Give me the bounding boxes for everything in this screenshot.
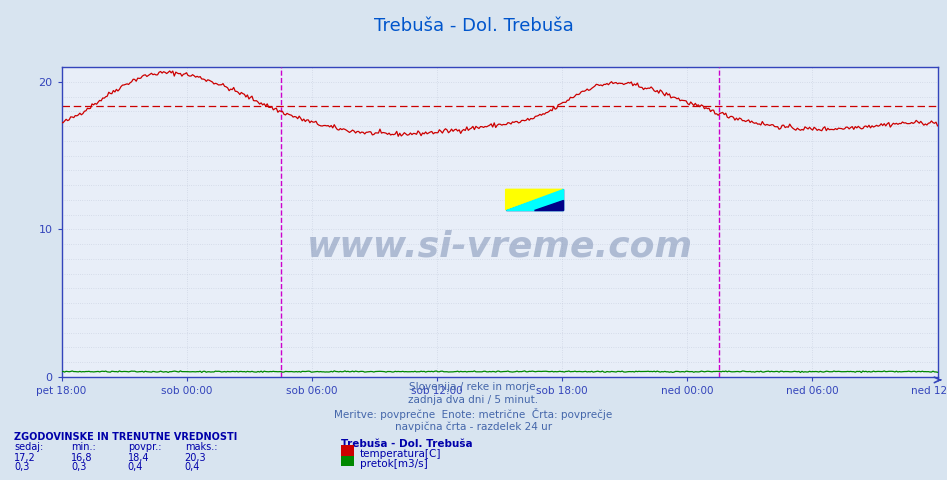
Text: pretok[m3/s]: pretok[m3/s] [360, 459, 428, 469]
Polygon shape [506, 190, 563, 210]
Text: maks.:: maks.: [185, 442, 217, 452]
Text: ZGODOVINSKE IN TRENUTNE VREDNOSTI: ZGODOVINSKE IN TRENUTNE VREDNOSTI [14, 432, 238, 442]
Text: zadnja dva dni / 5 minut.: zadnja dva dni / 5 minut. [408, 395, 539, 405]
Text: Slovenija / reke in morje.: Slovenija / reke in morje. [408, 382, 539, 392]
Polygon shape [506, 190, 563, 210]
Text: temperatura[C]: temperatura[C] [360, 449, 441, 459]
Text: 16,8: 16,8 [71, 453, 93, 463]
Polygon shape [506, 190, 563, 210]
Text: povpr.:: povpr.: [128, 442, 161, 452]
Text: Meritve: povprečne  Enote: metrične  Črta: povprečje: Meritve: povprečne Enote: metrične Črta:… [334, 408, 613, 420]
Polygon shape [506, 190, 563, 210]
Polygon shape [506, 190, 563, 210]
Text: Trebuša - Dol. Trebuša: Trebuša - Dol. Trebuša [341, 439, 473, 449]
Text: 18,4: 18,4 [128, 453, 150, 463]
Polygon shape [534, 200, 563, 210]
Text: sedaj:: sedaj: [14, 442, 44, 452]
Text: Trebuša - Dol. Trebuša: Trebuša - Dol. Trebuša [374, 17, 573, 35]
Text: 17,2: 17,2 [14, 453, 36, 463]
Text: www.si-vreme.com: www.si-vreme.com [307, 230, 692, 264]
Text: 0,3: 0,3 [14, 462, 29, 472]
Text: 0,3: 0,3 [71, 462, 86, 472]
Text: 20,3: 20,3 [185, 453, 206, 463]
Text: min.:: min.: [71, 442, 96, 452]
Text: 0,4: 0,4 [185, 462, 200, 472]
Text: 0,4: 0,4 [128, 462, 143, 472]
Text: navpična črta - razdelek 24 ur: navpična črta - razdelek 24 ur [395, 422, 552, 432]
